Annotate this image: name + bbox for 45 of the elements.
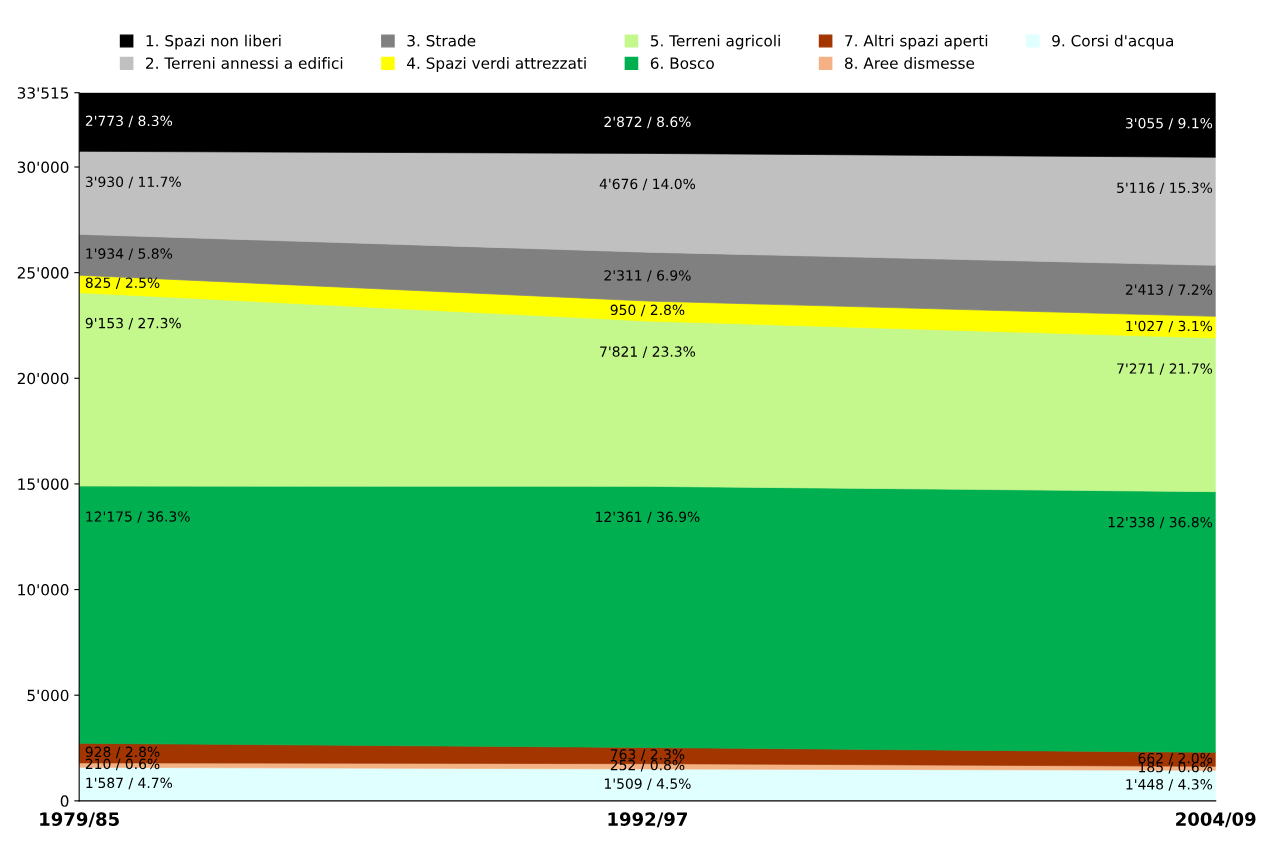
data-label: 2'311 / 6.9% bbox=[604, 270, 691, 282]
x-tick-label: 2004/09 bbox=[1176, 812, 1256, 828]
legend-label: 8. Aree dismesse bbox=[844, 57, 975, 69]
legend-label: 7. Altri spazi aperti bbox=[845, 34, 988, 50]
data-label: 3'055 / 9.1% bbox=[1125, 117, 1213, 130]
data-label: 763 / 2.3% bbox=[610, 749, 685, 761]
x-tick-label: 1979/85 bbox=[40, 812, 119, 828]
data-label: 12'361 / 36.9% bbox=[596, 511, 700, 524]
data-label: 252 / 0.8% bbox=[610, 759, 685, 772]
y-tick-label: 25'000 bbox=[17, 267, 69, 279]
legend-label: 6. Bosco bbox=[650, 57, 714, 69]
data-label: 1'587 / 4.7% bbox=[86, 777, 173, 790]
legend-label: 5. Terreni agricoli bbox=[650, 34, 780, 50]
data-label: 5'116 / 15.3% bbox=[1117, 182, 1213, 195]
data-label: 7'821 / 23.3% bbox=[600, 346, 696, 358]
data-label: 12'175 / 36.3% bbox=[86, 511, 190, 523]
legend-label: 4. Spazi verdi attrezzati bbox=[407, 57, 586, 72]
y-tick-label: 15'000 bbox=[18, 478, 69, 490]
legend-label: 9. Corsi d'acqua bbox=[1052, 34, 1173, 50]
data-label: 4'676 / 14.0% bbox=[599, 178, 696, 191]
data-label: 1'027 / 3.1% bbox=[1126, 320, 1213, 333]
y-tick-label: 10'000 bbox=[18, 584, 69, 596]
y-tick-label: 33'515 bbox=[17, 87, 69, 99]
data-label: 12'338 / 36.8% bbox=[1108, 516, 1213, 529]
data-label: 9'153 / 27.3% bbox=[85, 317, 181, 330]
data-label: 7'271 / 21.7% bbox=[1117, 363, 1213, 375]
data-label: 825 / 2.5% bbox=[85, 277, 160, 290]
y-tick-label: 5'000 bbox=[27, 689, 69, 702]
data-label: 1'448 / 4.3% bbox=[1126, 779, 1213, 791]
data-label: 3'930 / 11.7% bbox=[85, 176, 181, 189]
data-label: 210 / 0.6% bbox=[85, 758, 160, 771]
y-tick-label: 30'000 bbox=[17, 161, 69, 174]
data-label: 928 / 2.8% bbox=[85, 746, 160, 759]
data-label: 2'872 / 8.6% bbox=[604, 116, 691, 129]
y-tick-label: 0 bbox=[60, 795, 69, 807]
y-tick-label: 20'000 bbox=[17, 372, 69, 385]
legend-label: 1. Spazi non liberi bbox=[146, 34, 281, 50]
data-label: 1'509 / 4.5% bbox=[604, 778, 691, 791]
x-tick-label: 1992/97 bbox=[608, 812, 687, 828]
legend-label: 3. Strade bbox=[407, 34, 476, 47]
legend-label: 2. Terreni annessi a edifici bbox=[146, 57, 343, 69]
data-label: 2'413 / 7.2% bbox=[1125, 284, 1213, 296]
data-label: 950 / 2.8% bbox=[610, 304, 685, 317]
data-label: 1'934 / 5.8% bbox=[86, 248, 173, 260]
data-label: 2'773 / 8.3% bbox=[85, 115, 173, 128]
